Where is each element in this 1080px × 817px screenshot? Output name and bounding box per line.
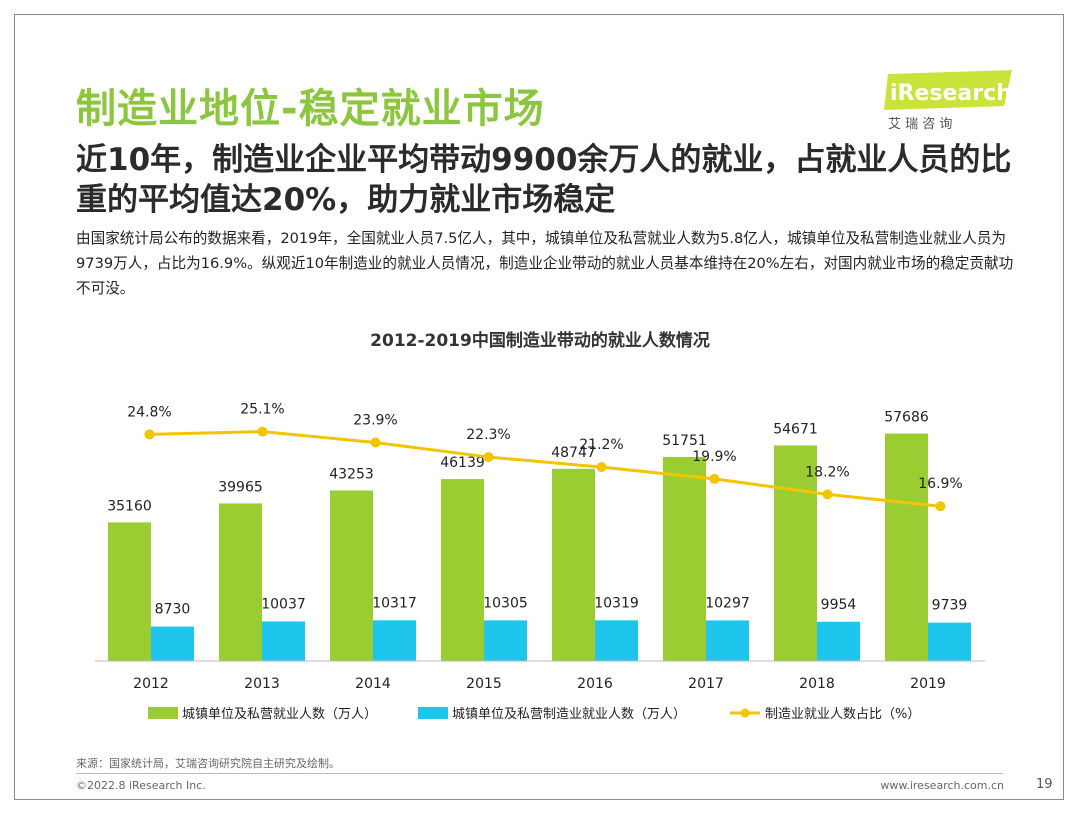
page-number: 19 (1036, 777, 1053, 792)
share-point-2018 (822, 489, 833, 500)
website-link[interactable]: www.iresearch.com.cn (880, 779, 1004, 792)
data-label-manufacturing-2013: 10037 (261, 596, 306, 612)
slide-frame (14, 14, 1064, 800)
share-point-2016 (596, 462, 607, 473)
bar-manufacturing-employment-2017 (706, 620, 749, 661)
share-point-2017 (709, 473, 720, 484)
bars-layer: 35160 8730 39965 10037 43253 10317 46139 10305 4… (107, 410, 971, 661)
bar-manufacturing-employment-2013 (262, 621, 305, 661)
share-label-2015: 22.3% (466, 427, 510, 443)
data-label-manufacturing-2018: 9954 (821, 597, 857, 613)
legend-label-share: 制造业就业人数占比（%） (765, 707, 920, 722)
share-label-2018: 18.2% (805, 464, 849, 480)
legend-swatch-manufacturing (418, 707, 448, 719)
data-label-manufacturing-2015: 10305 (483, 595, 528, 611)
logo-brand-text: iResearch (890, 81, 1012, 106)
data-label-manufacturing-2016: 10319 (594, 595, 639, 611)
data-label-total-2019: 57686 (884, 410, 929, 426)
bar-total-employment-2018 (774, 445, 817, 661)
data-label-total-2012: 35160 (107, 498, 152, 514)
x-tick-label-2016: 2016 (577, 676, 613, 692)
chart-title: 2012-2019中国制造业带动的就业人数情况 (370, 330, 710, 351)
bar-total-employment-2017 (663, 456, 706, 661)
data-label-total-2016: 48747 (551, 445, 596, 461)
bar-manufacturing-employment-2019 (928, 622, 971, 661)
share-point-2012 (144, 429, 155, 440)
x-tick-label-2012: 2012 (133, 676, 169, 692)
x-tick-label-2013: 2013 (244, 676, 280, 692)
data-label-total-2015: 46139 (440, 455, 485, 471)
share-label-2019: 16.9% (918, 476, 962, 492)
bar-total-employment-2014 (330, 490, 373, 661)
footer-divider (76, 773, 1003, 774)
share-point-2014 (370, 437, 381, 448)
legend-label-total: 城镇单位及私营就业人数（万人） (182, 707, 377, 722)
bar-manufacturing-employment-2012 (151, 626, 194, 661)
bar-total-employment-2015 (441, 479, 484, 661)
data-label-total-2013: 39965 (218, 479, 263, 495)
logo-cn-text: 艾 瑞 咨 询 (888, 117, 952, 132)
page-subtitle: 近10年，制造业企业平均带动9900余万人的就业，占就业人员的比重的平均值达20… (76, 142, 1012, 218)
legend-marker-share (740, 708, 750, 718)
data-label-manufacturing-2012: 8730 (155, 602, 191, 618)
data-label-manufacturing-2014: 10317 (372, 595, 417, 611)
copyright-text: ©2022.8 iResearch Inc. (76, 779, 206, 792)
bar-total-employment-2013 (219, 503, 262, 661)
share-trend-line (149, 430, 941, 508)
x-tick-label-2018: 2018 (799, 676, 835, 692)
intro-paragraph: 由国家统计局公布的数据来看，2019年，全国就业人员7.5亿人，其中，城镇单位及… (76, 230, 1014, 297)
bar-total-employment-2019 (885, 433, 928, 661)
chart-legend: 城镇单位及私营就业人数（万人） 城镇单位及私营制造业就业人数（万人） 制造业就业人数… (148, 707, 920, 722)
iresearch-logo: iResearch 艾 瑞 咨 询 (884, 70, 1012, 132)
source-note: 来源：国家统计局，艾瑞咨询研究院自主研究及绘制。 (76, 757, 340, 770)
data-label-total-2014: 43253 (329, 466, 374, 482)
share-label-2017: 19.9% (692, 449, 736, 465)
x-tick-label-2017: 2017 (688, 676, 724, 692)
data-label-total-2017: 51751 (662, 433, 707, 449)
share-point-2019 (935, 501, 946, 512)
bar-manufacturing-employment-2016 (595, 620, 638, 661)
share-label-2014: 23.9% (353, 413, 397, 429)
legend-swatch-total (148, 707, 178, 719)
x-tick-label-2014: 2014 (355, 676, 391, 692)
bar-total-employment-2016 (552, 468, 595, 661)
share-label-2013: 25.1% (240, 402, 284, 418)
legend-label-manufacturing: 城镇单位及私营制造业就业人数（万人） (452, 707, 686, 722)
data-label-total-2018: 54671 (773, 421, 818, 437)
x-tick-labels: 2012 2013 2014 2015 2016 2017 2018 2019 (133, 676, 946, 692)
bar-manufacturing-employment-2018 (817, 621, 860, 661)
x-tick-label-2019: 2019 (910, 676, 946, 692)
bar-manufacturing-employment-2014 (373, 620, 416, 661)
x-tick-label-2015: 2015 (466, 676, 502, 692)
page-title: 制造业地位-稳定就业市场 (76, 86, 545, 132)
share-point-2013 (257, 426, 268, 437)
share-label-2016: 21.2% (579, 437, 623, 453)
data-label-manufacturing-2017: 10297 (705, 595, 750, 611)
bar-manufacturing-employment-2015 (484, 620, 527, 661)
share-label-2012: 24.8% (127, 404, 171, 420)
employment-chart: 2012-2019中国制造业带动的就业人数情况 35160 8730 39965 10… (95, 330, 985, 722)
data-label-manufacturing-2019: 9739 (932, 598, 968, 614)
line-layer: 24.8% 25.1% 23.9% 22.3% 21.2% 19.9% 18.2% 16.9% (127, 402, 963, 512)
bar-total-employment-2012 (108, 522, 151, 661)
share-point-2015 (483, 452, 494, 463)
